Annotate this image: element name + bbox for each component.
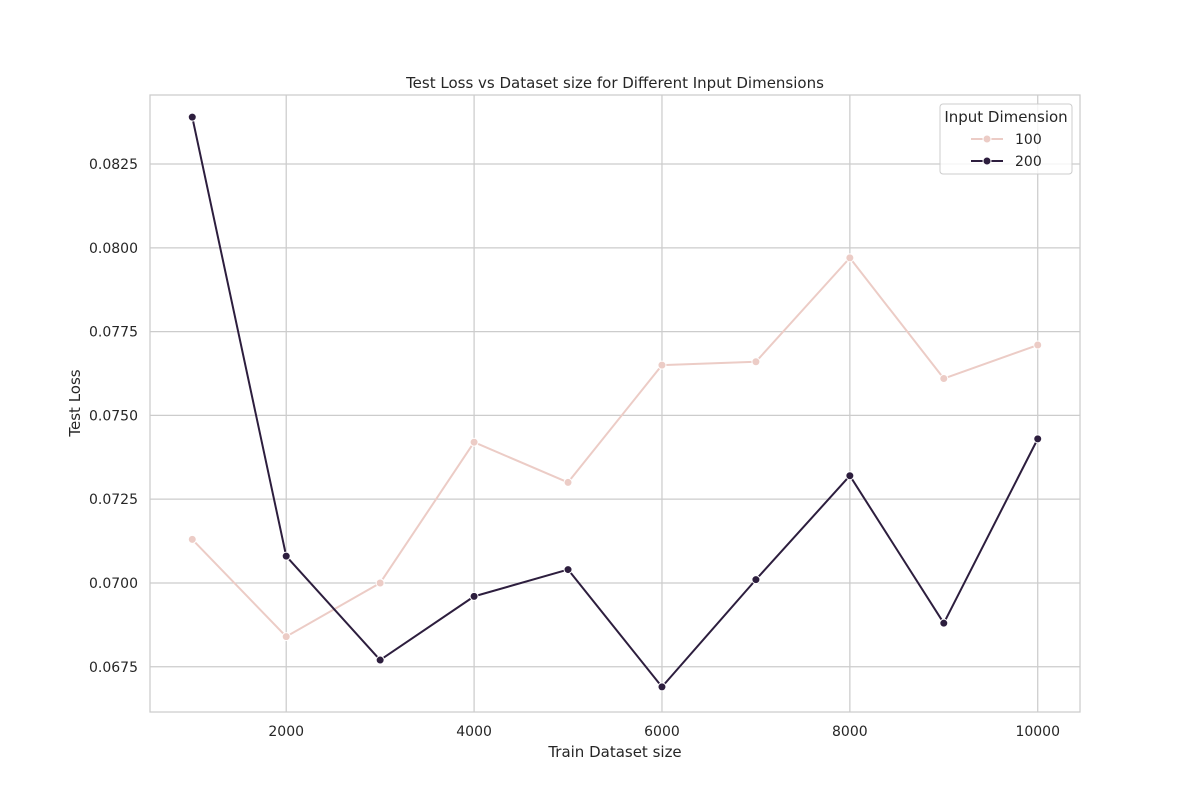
data-point — [657, 682, 667, 692]
data-point — [751, 575, 761, 585]
y-tick-label: 0.0750 — [89, 408, 138, 424]
data-point — [281, 632, 291, 642]
data-point — [845, 253, 855, 263]
x-tick-label: 10000 — [1015, 724, 1060, 740]
data-point — [939, 618, 949, 628]
legend-item-200: 200 — [971, 154, 1042, 170]
data-point — [751, 357, 761, 367]
series-line-100 — [191, 256, 1039, 638]
series-100 — [187, 253, 1043, 642]
y-tick-label: 0.0700 — [89, 576, 138, 592]
legend-swatch-marker — [982, 134, 992, 144]
data-point — [469, 437, 479, 447]
grid — [150, 95, 1080, 712]
tick-labels: 2000 4000 6000 8000 10000 0.0675 0.0700 0.0725 0… — [89, 157, 1060, 740]
series-line-200 — [191, 116, 1039, 688]
y-tick-label: 0.0775 — [89, 325, 138, 341]
legend-item-100: 100 — [971, 132, 1042, 148]
legend-title: Input Dimension — [944, 108, 1067, 126]
data-point — [939, 374, 949, 384]
data-point — [563, 565, 573, 575]
plot-frame — [149, 94, 1081, 713]
series-200 — [187, 112, 1043, 692]
data-point — [187, 534, 197, 544]
data-point — [1033, 340, 1043, 350]
legend-box — [939, 103, 1073, 175]
data-point — [845, 471, 855, 481]
data-point — [469, 591, 479, 601]
data-point — [657, 360, 667, 370]
y-tick-label: 0.0725 — [89, 492, 138, 508]
x-tick-label: 2000 — [268, 724, 304, 740]
data-point — [187, 112, 197, 122]
data-point — [1033, 434, 1043, 444]
data-point — [563, 477, 573, 487]
series-layer — [187, 112, 1043, 692]
y-tick-label: 0.0675 — [89, 660, 138, 676]
y-axis-title: Test Loss — [66, 369, 84, 437]
data-point — [281, 551, 291, 561]
legend-label: 200 — [1015, 154, 1042, 170]
x-tick-label: 6000 — [644, 724, 680, 740]
legend-label: 100 — [1015, 132, 1042, 148]
x-tick-label: 4000 — [456, 724, 492, 740]
y-tick-label: 0.0825 — [89, 157, 138, 173]
legend-swatch-marker — [982, 156, 992, 166]
x-tick-label: 8000 — [832, 724, 868, 740]
chart-title: Test Loss vs Dataset size for Different … — [405, 74, 824, 92]
data-point — [375, 655, 385, 665]
y-tick-label: 0.0800 — [89, 241, 138, 257]
x-axis-title: Train Dataset size — [547, 743, 681, 761]
data-point — [375, 578, 385, 588]
